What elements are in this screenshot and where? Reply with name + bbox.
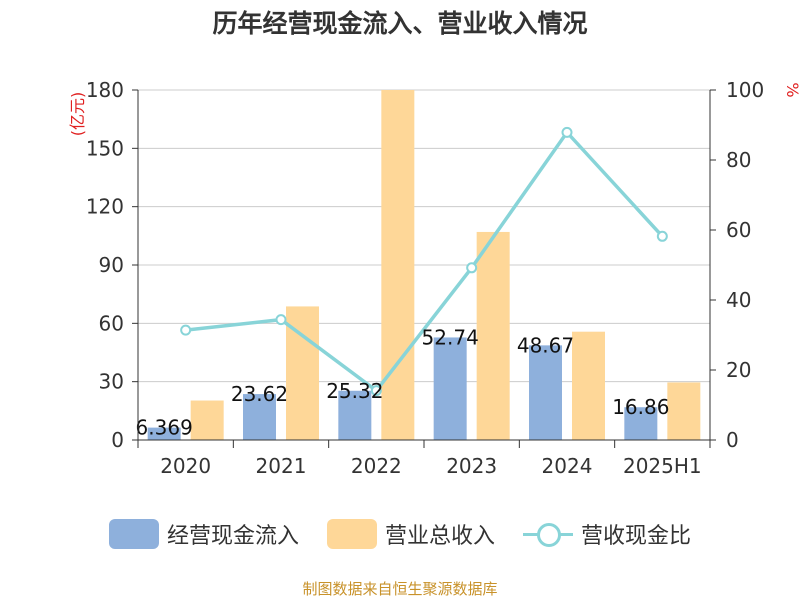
data-label-cash-inflow: 16.86 xyxy=(612,395,669,419)
legend-item-revenue[interactable]: 营业总收入 xyxy=(326,518,495,550)
y-left-tick-label: 0 xyxy=(111,428,124,452)
axes: 0 30 60 90 120 150 180 0 20 40 60 80 100 2020 2021 2022… xyxy=(86,78,764,478)
y-right-tick-label: 0 xyxy=(726,428,739,452)
bar-revenue xyxy=(381,90,415,440)
bar-cash-inflow xyxy=(433,337,467,440)
y-left-tick-label: 30 xyxy=(99,370,124,394)
data-label-cash-inflow: 6.369 xyxy=(136,416,193,440)
legend-item-cash-inflow[interactable]: 经营现金流入 xyxy=(108,518,299,550)
ratio-line xyxy=(180,126,668,397)
y-left-tick-label: 60 xyxy=(99,311,124,335)
x-tick-label: 2020 xyxy=(160,454,211,478)
y-left-tick-label: 90 xyxy=(99,253,124,277)
bar-revenue xyxy=(572,331,605,440)
legend-swatch-cash-inflow xyxy=(108,519,159,549)
y-axis-right-label: % xyxy=(783,82,800,97)
y-left-tick-label: 120 xyxy=(86,195,124,219)
legend-label-cash-inflow: 经营现金流入 xyxy=(166,524,299,549)
point-ratio xyxy=(656,230,668,242)
x-tick-label: 2025H1 xyxy=(623,454,702,478)
data-label-cash-inflow: 52.74 xyxy=(422,325,479,349)
x-tick-label: 2023 xyxy=(446,454,497,478)
point-ratio xyxy=(561,126,573,138)
legend: 经营现金流入 营业总收入 营收现金比 xyxy=(0,512,800,556)
y-right-tick-label: 80 xyxy=(726,148,751,172)
legend-swatch-revenue xyxy=(326,519,377,549)
data-label-cash-inflow: 48.67 xyxy=(517,333,574,357)
point-ratio xyxy=(275,314,287,326)
y-axis-left-label: (亿元) xyxy=(68,92,87,137)
line-ratio xyxy=(185,129,664,394)
data-labels: 6.369 23.62 25.32 52.74 48.67 16.86 xyxy=(136,325,670,439)
bar-revenue xyxy=(476,231,510,440)
point-ratio xyxy=(370,385,382,397)
y-right-tick-label: 40 xyxy=(726,288,751,312)
point-ratio xyxy=(466,262,478,274)
bar-cash-inflow xyxy=(338,390,372,440)
source-note: 制图数据来自恒生聚源数据库 xyxy=(302,580,498,598)
legend-swatch-ratio xyxy=(523,519,573,549)
bar-cash-inflow xyxy=(243,394,276,440)
legend-item-ratio[interactable]: 营收现金比 xyxy=(523,518,691,550)
legend-label-revenue: 营业总收入 xyxy=(384,524,495,549)
bar-revenue xyxy=(190,400,224,440)
y-right-tick-label: 60 xyxy=(726,218,751,242)
chart-title: 历年经营现金流入、营业收入情况 xyxy=(212,9,587,38)
x-tick-label: 2024 xyxy=(542,454,593,478)
data-label-cash-inflow: 25.32 xyxy=(326,379,383,403)
x-tick-label: 2022 xyxy=(351,454,402,478)
y-left-tick-label: 180 xyxy=(86,78,124,102)
legend-label-ratio: 营收现金比 xyxy=(581,524,692,549)
x-tick-label: 2021 xyxy=(256,454,307,478)
data-label-cash-inflow: 23.62 xyxy=(231,382,288,406)
bar-cash-inflow xyxy=(624,407,658,440)
y-right-tick-label: 20 xyxy=(726,358,751,382)
y-right-tick-label: 100 xyxy=(726,78,764,102)
bar-cash-inflow xyxy=(147,427,181,440)
y-left-tick-label: 150 xyxy=(86,136,124,160)
point-ratio xyxy=(180,324,192,336)
bar-cash-inflow xyxy=(529,345,562,440)
bar-revenue xyxy=(667,382,701,440)
